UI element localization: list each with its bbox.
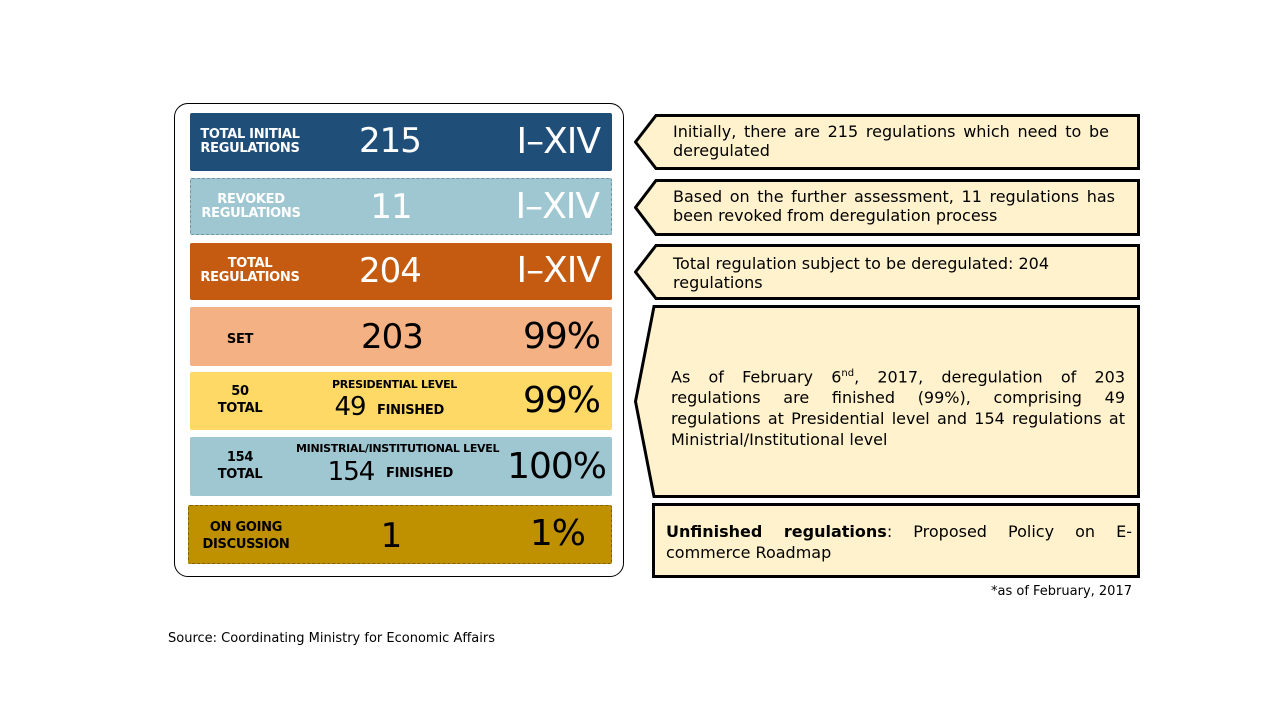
callout-unfinished: Unfinished regulations: Proposed Policy … [652,503,1140,578]
callout-text-start: As of February 6 [671,367,842,387]
label-line: TOTAL [227,256,273,271]
presidential-level-sublabel: PRESIDENTIAL LEVEL [332,378,458,391]
row-tag: 1% [529,513,586,554]
label-line: REVOKED [217,192,285,207]
presidential-level-row: 50 TOTAL PRESIDENTIAL LEVEL 49 FINISHED … [190,372,612,430]
callout-shape [652,503,1140,578]
finished-label: FINISHED [377,403,444,418]
revoked-regulations-row: REVOKED REGULATIONS 11 I–XIV [190,178,612,235]
row-number: 203 [361,317,424,357]
callout-shape [634,244,1140,300]
row-number: 154 [327,457,376,487]
callout-revoked: Based on the further assessment, 11 regu… [634,179,1140,236]
callout-total: Total regulation subject to be deregulat… [634,244,1140,300]
finished-label: FINISHED [386,466,453,481]
callout-shape [634,179,1140,236]
row-number: 204 [359,251,422,291]
label-line: 50 [231,384,249,399]
row-label: TOTAL REGULATIONS [190,257,310,285]
callout-initial: Initially, there are 215 regulations whi… [634,114,1140,170]
callout-bold-text: Unfinished regulations [666,522,887,541]
row-number: 1 [380,516,403,556]
ministrial-level-row: 154 TOTAL MINISTRIAL/INSTITUTIONAL LEVEL… [190,437,612,496]
row-tag: 100% [507,446,607,487]
row-number: 49 [334,392,366,422]
total-regulations-row: TOTAL REGULATIONS 204 I–XIV [190,243,612,300]
total-initial-regulations-row: TOTAL INITIAL REGULATIONS 215 I–XIV [190,113,612,171]
row-label: SET [226,332,254,347]
label-line: 154 [226,450,254,465]
row-label: REVOKED REGULATIONS [191,193,311,221]
row-number: 11 [370,187,412,227]
callout-finished: As of February 6nd, 2017, deregulation o… [634,305,1140,498]
label-line: REGULATIONS [200,141,300,156]
callout-text-body: : Proposed Policy on E-commerce Roadmap [666,522,1133,562]
superscript: nd [841,368,855,379]
row-tag: 99% [522,380,601,421]
callout-shape [634,305,1140,498]
row-label: 154 TOTAL [180,451,300,482]
row-tag: I–XIV [516,250,601,291]
source-note: Source: Coordinating Ministry for Econom… [168,631,495,646]
row-tag: I–XIV [516,121,601,162]
callout-text: Initially, there are 215 regulations whi… [673,122,1109,160]
ongoing-discussion-row: ON GOING DISCUSSION 1 1% [188,505,612,564]
callout-text: As of February 6nd, 2017, deregulation o… [671,363,1125,450]
callout-text: Based on the further assessment, 11 regu… [673,187,1115,225]
set-row: SET 203 99% [190,307,612,366]
callout-shape [634,114,1140,170]
row-tag: I–XIV [515,186,600,227]
label-line: TOTAL [217,467,263,482]
row-label: TOTAL INITIAL REGULATIONS [190,128,310,156]
date-note: *as of February, 2017 [991,584,1132,599]
row-label: ON GOING DISCUSSION [186,521,306,552]
label-line: REGULATIONS [200,270,300,285]
callout-text: Unfinished regulations: Proposed Policy … [666,521,1132,563]
label-line: TOTAL INITIAL [200,127,300,142]
callout-text-end: , 2017, deregulation of 203 regulations … [671,367,1125,450]
ministrial-level-sublabel: MINISTRIAL/INSTITUTIONAL LEVEL [296,442,500,455]
label-line: DISCUSSION [202,537,290,552]
row-number: 215 [359,121,422,161]
label-line: TOTAL [217,401,263,416]
row-tag: 99% [522,316,601,357]
callout-text: Total regulation subject to be deregulat… [673,254,1050,292]
row-label: 50 TOTAL [180,385,300,416]
label-line: REGULATIONS [201,206,301,221]
label-line: ON GOING [209,520,283,535]
